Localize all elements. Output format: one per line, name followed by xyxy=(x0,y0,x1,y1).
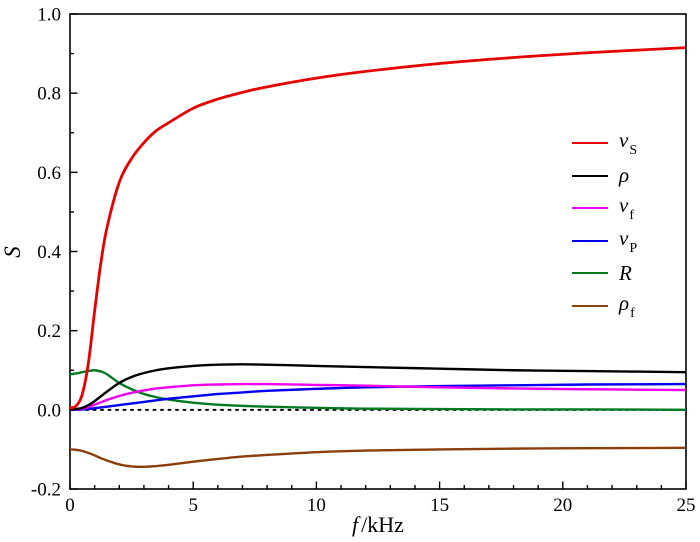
y-axis-label-text: S xyxy=(0,246,25,258)
legend-line-swatch-v_P xyxy=(572,239,608,242)
legend-item-v_P: vP xyxy=(572,225,638,258)
y-tick-label: -0.2 xyxy=(31,480,61,501)
x-tick-label: 25 xyxy=(677,495,696,516)
y-tick-label: 0.2 xyxy=(37,321,61,342)
series-group xyxy=(70,46,686,469)
y-tick-label: 0.8 xyxy=(37,84,61,105)
legend-line-swatch-rho_f xyxy=(572,304,608,307)
series-line-v_f xyxy=(70,382,686,412)
y-tick-label: 0.0 xyxy=(37,400,61,421)
series-line-rho xyxy=(70,363,686,412)
legend-label-v_S: vS xyxy=(619,128,638,159)
y-tick-label: 0.6 xyxy=(37,163,61,184)
legend-line-swatch-v_f xyxy=(572,207,608,210)
x-tick-label: 20 xyxy=(553,495,572,516)
series-line-rho_f xyxy=(70,446,686,469)
x-axis-variable: f xyxy=(352,512,359,537)
legend-item-rho_f: ρf xyxy=(572,290,636,323)
legend-item-v_f: vf xyxy=(572,192,636,225)
legend-line-swatch-rho xyxy=(572,174,608,177)
series-line-v_S xyxy=(70,46,686,410)
x-tick-label: 15 xyxy=(430,495,449,516)
legend-label-rho_f: ρf xyxy=(619,290,635,321)
legend-line-swatch-R xyxy=(572,272,608,275)
legend-label-rho: ρ xyxy=(619,163,630,188)
legend-label-v_P: vP xyxy=(619,225,638,256)
x-axis-unit: /kHz xyxy=(361,512,404,537)
y-tick-label: 0.4 xyxy=(37,242,61,263)
legend-label-R: R xyxy=(619,260,632,285)
x-tick-label: 5 xyxy=(188,495,198,516)
x-tick-label: 10 xyxy=(307,495,326,516)
y-tick-label: 1.0 xyxy=(37,5,61,26)
legend-item-rho: ρ xyxy=(572,160,636,193)
legend-item-R: R xyxy=(572,257,636,290)
legend-line-swatch-v_S xyxy=(572,142,608,145)
x-tick-label: 0 xyxy=(65,495,75,516)
x-axis-label: f/kHz xyxy=(352,512,404,538)
legend-label-v_f: vf xyxy=(619,193,634,224)
legend-item-v_S: vS xyxy=(572,127,638,160)
y-axis-label: S xyxy=(0,237,27,267)
axis-ticks xyxy=(69,13,687,490)
